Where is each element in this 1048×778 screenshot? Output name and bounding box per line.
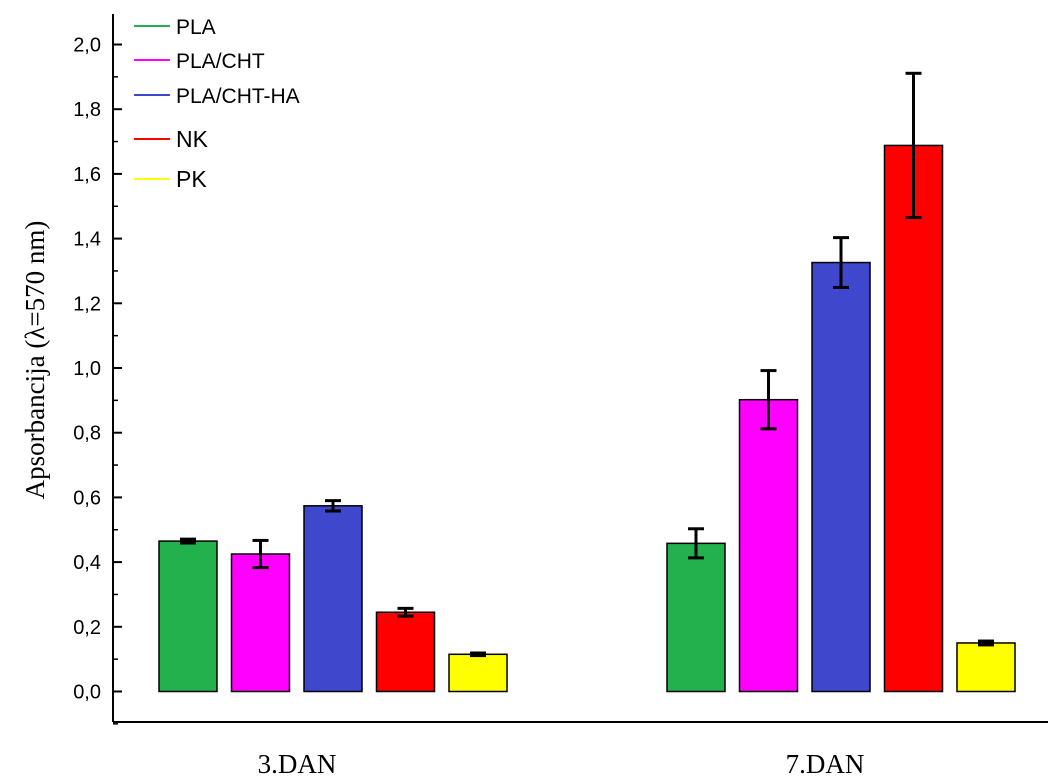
bar-pla-cht-ha-7-dan xyxy=(811,261,871,693)
legend-item-nk: NK xyxy=(134,126,209,152)
bar-pk-3-dan xyxy=(448,653,508,693)
error-bar-pla-cht-ha-3-dan xyxy=(325,499,341,513)
y-tick-label: 1,6 xyxy=(73,164,101,186)
y-tick-label: 1,0 xyxy=(73,358,101,380)
bar-pla-3-dan xyxy=(158,540,218,693)
legend-item-pla-cht: PLA/CHT xyxy=(134,50,265,73)
y-axis-label: Apsorbancija (λ=570 nm) xyxy=(20,221,50,500)
error-bar-nk-7-dan xyxy=(905,71,922,220)
legend-item-pk: PK xyxy=(134,166,207,192)
legend-label: PK xyxy=(176,166,207,192)
error-bar-pla-3-dan xyxy=(180,537,196,545)
bars-layer xyxy=(158,144,1016,693)
y-tick-label: 0,8 xyxy=(73,423,101,445)
error-bars-layer xyxy=(180,71,994,658)
y-tick-label: 0,2 xyxy=(73,617,101,639)
x-category-label: 3.DAN xyxy=(258,749,337,778)
y-tick-label: 0,6 xyxy=(73,487,101,509)
y-tick-label: 2,0 xyxy=(73,35,101,57)
bar-nk-7-dan xyxy=(883,144,944,693)
bar-pla-7-dan xyxy=(666,542,726,693)
bar-nk-3-dan xyxy=(375,611,436,693)
x-category-label: 7.DAN xyxy=(786,749,865,778)
y-tick-label: 1,4 xyxy=(73,229,101,251)
error-bar-pk-7-dan xyxy=(978,639,994,647)
bar-pla-cht-3-dan xyxy=(230,553,291,693)
y-tick-label: 0,0 xyxy=(73,682,101,704)
y-tick-label: 1,8 xyxy=(73,99,101,121)
bar-pk-7-dan xyxy=(956,642,1016,693)
error-bar-pla-7-dan xyxy=(688,527,704,560)
error-bar-nk-3-dan xyxy=(397,606,414,618)
error-bar-pla-cht-ha-7-dan xyxy=(833,236,849,289)
legend-item-pla: PLA xyxy=(134,16,216,39)
legend-label: PLA xyxy=(176,16,216,39)
error-bar-pk-3-dan xyxy=(470,651,486,658)
legend-item-pla-cht-ha: PLA/CHT-HA xyxy=(134,85,300,108)
bar-pla-cht-7-dan xyxy=(738,398,799,693)
legend-label: PLA/CHT xyxy=(176,50,265,73)
legend-label: NK xyxy=(176,126,209,152)
axes-layer: 0,0 0,2 0,4 0,6 0,8 1,0 1,2 1,4 1,6 1,8 2,0 3.DAN 7.… xyxy=(73,14,1048,778)
error-bar-pla-cht-7-dan xyxy=(760,369,777,431)
legend: PLA PLA/CHT PLA/CHT-HA NK PK xyxy=(134,16,300,192)
legend-label: PLA/CHT-HA xyxy=(176,85,300,108)
y-tick-label: 1,2 xyxy=(73,293,101,315)
bar-pla-cht-ha-3-dan xyxy=(303,505,363,693)
y-tick-label: 0,4 xyxy=(73,552,101,574)
error-bar-pla-cht-3-dan xyxy=(252,538,269,570)
